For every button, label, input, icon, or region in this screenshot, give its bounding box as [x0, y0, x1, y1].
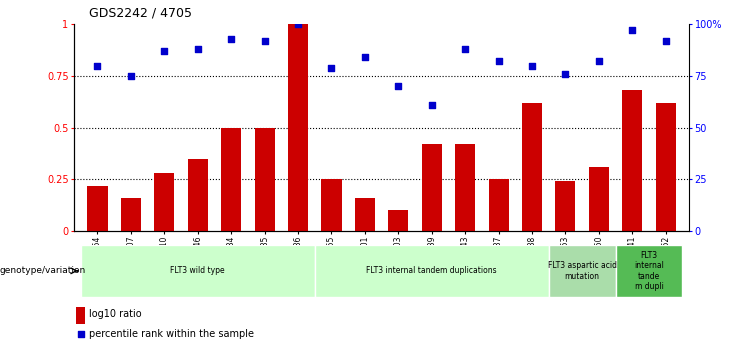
Bar	[322, 179, 342, 231]
Bar	[616, 245, 682, 297]
Point	[225, 36, 237, 41]
Point	[259, 38, 270, 43]
Point	[325, 65, 337, 70]
Bar	[488, 179, 508, 231]
Bar	[422, 144, 442, 231]
Bar	[522, 103, 542, 231]
Text: genotype/variation: genotype/variation	[0, 266, 86, 275]
Point	[626, 28, 638, 33]
Bar	[288, 24, 308, 231]
Point	[159, 48, 170, 54]
Text: FLT3 internal tandem duplications: FLT3 internal tandem duplications	[367, 266, 497, 275]
Bar	[255, 128, 275, 231]
Point	[75, 331, 87, 337]
Bar	[121, 198, 141, 231]
Bar	[76, 307, 85, 324]
Bar	[187, 159, 207, 231]
Bar	[315, 245, 549, 297]
Text: GDS2242 / 4705: GDS2242 / 4705	[89, 7, 192, 20]
Point	[393, 83, 405, 89]
Bar	[656, 103, 676, 231]
Point	[192, 46, 204, 52]
Point	[559, 71, 571, 77]
Point	[593, 59, 605, 64]
Point	[493, 59, 505, 64]
Point	[459, 46, 471, 52]
Point	[426, 102, 438, 108]
Bar	[355, 198, 375, 231]
Bar	[589, 167, 609, 231]
Text: log10 ratio: log10 ratio	[89, 309, 142, 319]
Point	[359, 55, 370, 60]
Point	[292, 21, 304, 27]
Text: FLT3
internal
tande
m dupli: FLT3 internal tande m dupli	[634, 251, 664, 291]
Bar	[81, 245, 315, 297]
Text: FLT3 wild type: FLT3 wild type	[170, 266, 225, 275]
Bar	[388, 210, 408, 231]
Bar	[549, 245, 616, 297]
Text: percentile rank within the sample: percentile rank within the sample	[89, 329, 254, 339]
Point	[92, 63, 104, 68]
Point	[526, 63, 538, 68]
Text: FLT3 aspartic acid
mutation: FLT3 aspartic acid mutation	[548, 261, 617, 280]
Bar	[622, 90, 642, 231]
Bar	[87, 186, 107, 231]
Point	[125, 73, 137, 79]
Bar	[556, 181, 576, 231]
Bar	[154, 173, 174, 231]
Bar	[221, 128, 242, 231]
Bar	[455, 144, 475, 231]
Point	[659, 38, 671, 43]
